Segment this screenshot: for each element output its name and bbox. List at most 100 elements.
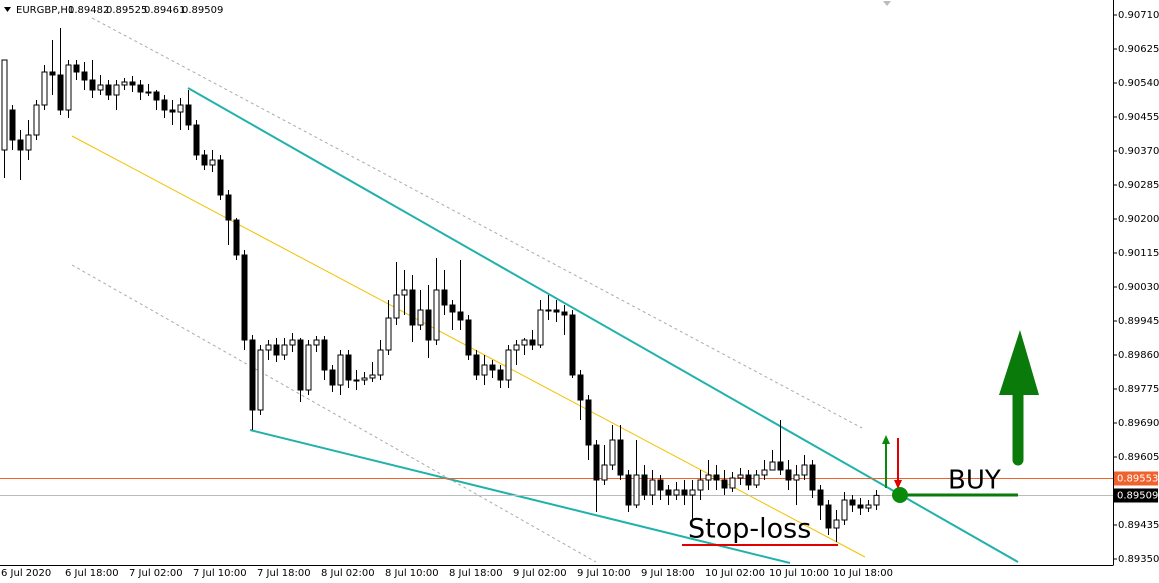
candle-body xyxy=(617,439,624,476)
candle-body xyxy=(697,479,704,491)
candle-body xyxy=(593,444,600,481)
candle-body xyxy=(801,464,808,476)
candle-body xyxy=(81,71,88,81)
candle-body xyxy=(505,349,512,381)
x-tick-label: 8 Jul 02:00 xyxy=(321,568,375,579)
candle-body xyxy=(721,479,728,489)
candle-body xyxy=(729,477,736,489)
candle-body xyxy=(145,91,152,94)
candle-body xyxy=(153,91,160,101)
candle-body xyxy=(465,319,472,356)
candle-body xyxy=(761,469,768,476)
candle-body xyxy=(113,84,120,96)
candle-body xyxy=(329,369,336,386)
candle-body xyxy=(833,519,840,529)
entry-point xyxy=(892,487,908,503)
candle-body xyxy=(825,504,832,529)
y-tick-label: 0.90455 xyxy=(1118,112,1159,123)
candle-body xyxy=(313,339,320,346)
x-tick-label: 7 Jul 02:00 xyxy=(129,568,183,579)
candle-body xyxy=(129,81,136,86)
candle-body xyxy=(553,309,560,313)
y-tick-label: 0.89605 xyxy=(1118,452,1159,463)
buy-arrow-head xyxy=(999,330,1039,395)
candle-body xyxy=(569,314,576,376)
candle-body xyxy=(849,499,856,506)
candles xyxy=(1,28,880,542)
y-tick-label: 0.89350 xyxy=(1118,554,1159,565)
buy-label: BUY xyxy=(948,466,1001,496)
candle-body xyxy=(841,499,848,521)
candle-body xyxy=(561,311,568,316)
price-label-box xyxy=(1114,471,1158,486)
channel-lower xyxy=(249,429,791,564)
x-tick-label: 7 Jul 10:00 xyxy=(193,568,247,579)
candle-body xyxy=(345,354,352,381)
candle-body xyxy=(321,339,328,371)
candle-body xyxy=(689,489,696,496)
candle-body xyxy=(25,134,32,151)
candle-body xyxy=(161,99,168,111)
candle-body xyxy=(737,474,744,479)
candle-body xyxy=(649,479,656,496)
stop-loss-label: Stop-loss xyxy=(688,514,811,545)
candle-body xyxy=(201,154,208,166)
candle-body xyxy=(873,494,880,506)
candle-body xyxy=(353,379,360,382)
candle-body xyxy=(537,309,544,346)
candle-body xyxy=(1,59,8,151)
y-tick-label: 0.89690 xyxy=(1118,418,1159,429)
candle-body xyxy=(193,124,200,156)
candle-body xyxy=(489,364,496,371)
candle-body xyxy=(41,71,48,106)
candle-body xyxy=(585,399,592,446)
shift-marker xyxy=(883,1,891,6)
channel-upper xyxy=(187,87,1019,563)
y-tick-label: 0.90200 xyxy=(1118,214,1159,225)
candle-body xyxy=(217,159,224,196)
candle-body xyxy=(809,464,816,491)
candle-body xyxy=(601,464,608,481)
y-tick-label: 0.90030 xyxy=(1118,282,1159,293)
candle-body xyxy=(769,461,776,471)
x-tick-label: 9 Jul 10:00 xyxy=(577,568,631,579)
candle-body xyxy=(657,479,664,491)
candle-body xyxy=(681,489,688,496)
up-arrow-head xyxy=(882,435,890,444)
candle-body xyxy=(385,317,392,351)
y-tick-label: 0.90370 xyxy=(1118,146,1159,157)
candle-body xyxy=(793,474,800,481)
candle-body xyxy=(65,64,72,111)
header-high: 0.89525 xyxy=(106,5,147,16)
candle-body xyxy=(865,504,872,509)
candle-body xyxy=(457,311,464,321)
x-tick-label: 8 Jul 18:00 xyxy=(449,568,503,579)
x-tick-label: 9 Jul 18:00 xyxy=(641,568,695,579)
candle-body xyxy=(481,364,488,376)
x-tick-label: 7 Jul 18:00 xyxy=(257,568,311,579)
candle-body xyxy=(449,304,456,313)
annotations: BUY Stop-loss xyxy=(682,330,1039,546)
candle-body xyxy=(273,344,280,356)
candle-body xyxy=(641,474,648,496)
y-tick-label: 0.89775 xyxy=(1118,384,1159,395)
candle-body xyxy=(857,504,864,509)
candle-body xyxy=(121,81,128,86)
candle-body xyxy=(9,109,16,141)
candle-body xyxy=(225,194,232,221)
candle-body xyxy=(713,474,720,481)
y-tick-label: 0.89860 xyxy=(1118,350,1159,361)
candle-body xyxy=(297,339,304,391)
candle-body xyxy=(401,289,408,296)
y-tick-label: 0.90540 xyxy=(1118,78,1159,89)
candle-body xyxy=(633,474,640,506)
x-tick-label: 10 Jul 10:00 xyxy=(769,568,829,579)
candle-body xyxy=(73,64,80,73)
x-tick-label: 6 Jul 2020 xyxy=(1,568,51,579)
menu-triangle xyxy=(4,7,11,12)
candle-body xyxy=(137,84,144,93)
candle-body xyxy=(33,104,40,136)
candle-body xyxy=(529,339,536,346)
